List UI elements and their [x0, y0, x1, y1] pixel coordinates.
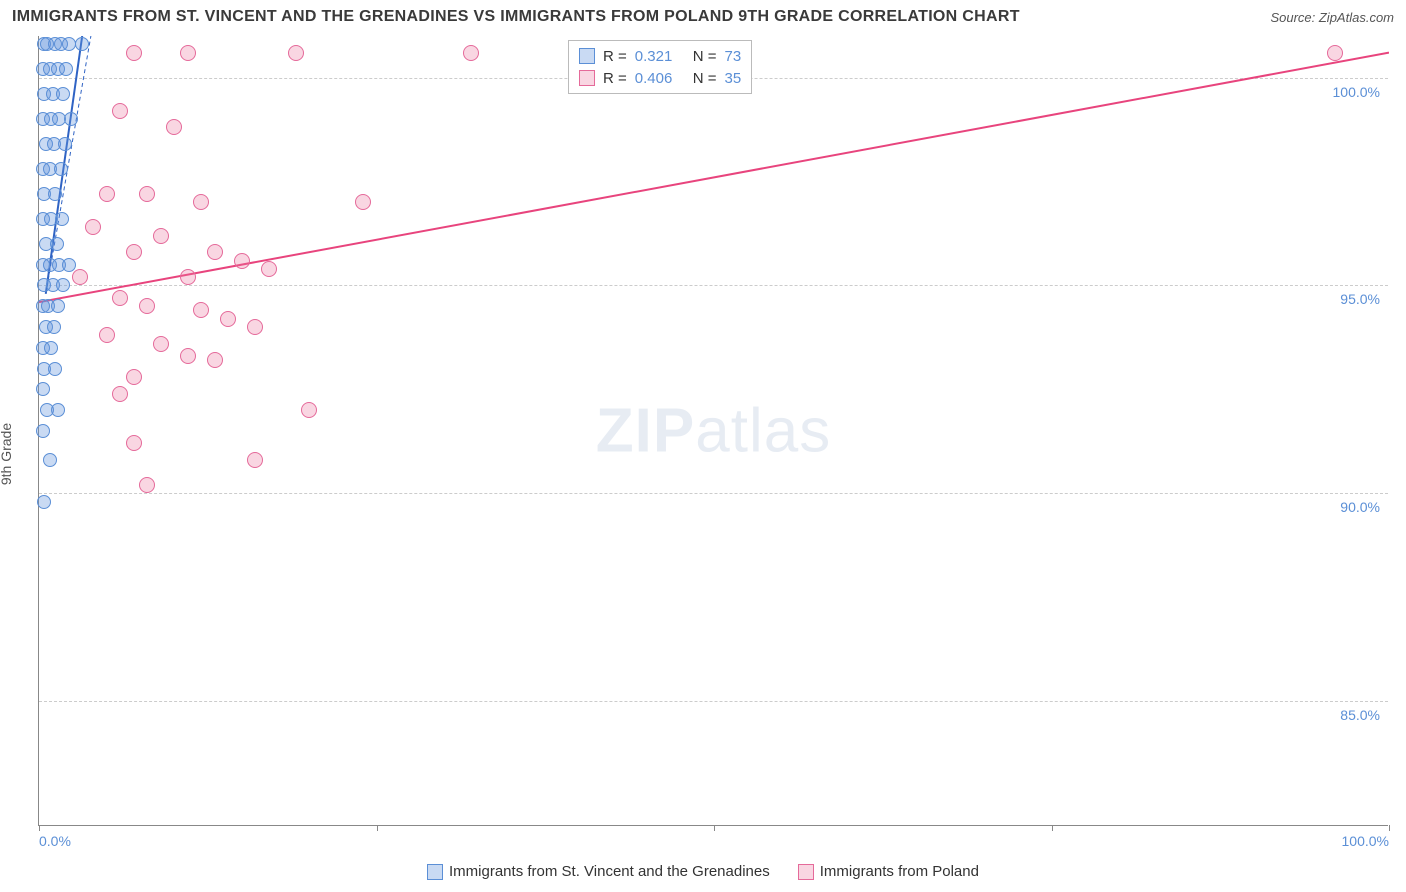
data-point	[48, 362, 62, 376]
data-point	[36, 424, 50, 438]
data-point	[207, 352, 223, 368]
data-point	[44, 341, 58, 355]
data-point	[112, 290, 128, 306]
data-point	[37, 495, 51, 509]
legend-row: R = 0.321 N = 73	[579, 45, 741, 67]
legend-swatch	[579, 70, 595, 86]
y-tick-label: 95.0%	[1340, 291, 1380, 307]
scatter-plot-area: ZIPatlas 85.0%90.0%95.0%100.0%0.0%100.0%	[38, 36, 1388, 826]
data-point	[55, 212, 69, 226]
data-point	[126, 244, 142, 260]
data-point	[50, 237, 64, 251]
data-point	[54, 162, 68, 176]
data-point	[180, 348, 196, 364]
data-point	[62, 258, 76, 272]
data-point	[48, 187, 62, 201]
x-tick-mark	[1389, 825, 1390, 831]
data-point	[59, 62, 73, 76]
data-point	[301, 402, 317, 418]
data-point	[153, 336, 169, 352]
data-point	[1327, 45, 1343, 61]
y-tick-label: 85.0%	[1340, 707, 1380, 723]
x-tick-mark	[714, 825, 715, 831]
data-point	[247, 319, 263, 335]
data-point	[112, 103, 128, 119]
legend-series-name: Immigrants from St. Vincent and the Gren…	[449, 863, 770, 880]
chart-title: IMMIGRANTS FROM ST. VINCENT AND THE GREN…	[12, 8, 1020, 26]
x-tick-mark	[1052, 825, 1053, 831]
data-point	[126, 369, 142, 385]
y-tick-label: 90.0%	[1340, 499, 1380, 515]
data-point	[220, 311, 236, 327]
data-point	[75, 37, 89, 51]
legend-row: R = 0.406 N = 35	[579, 67, 741, 89]
x-tick-label: 100.0%	[1342, 833, 1389, 849]
data-point	[72, 269, 88, 285]
legend-r-label: R =	[603, 48, 627, 65]
source-label: Source: ZipAtlas.com	[1270, 10, 1394, 25]
y-axis-label: 9th Grade	[0, 423, 14, 485]
data-point	[99, 327, 115, 343]
legend-r-value: 0.406	[635, 70, 685, 87]
legend-item: Immigrants from Poland	[798, 863, 979, 880]
gridline-h	[39, 285, 1388, 286]
data-point	[193, 194, 209, 210]
legend-item: Immigrants from St. Vincent and the Gren…	[427, 863, 770, 880]
bottom-legend: Immigrants from St. Vincent and the Gren…	[0, 863, 1406, 880]
watermark: ZIPatlas	[596, 395, 831, 466]
x-tick-mark	[377, 825, 378, 831]
data-point	[166, 119, 182, 135]
legend-n-label: N =	[693, 70, 717, 87]
legend-n-label: N =	[693, 48, 717, 65]
data-point	[56, 87, 70, 101]
data-point	[180, 45, 196, 61]
data-point	[58, 137, 72, 151]
data-point	[126, 45, 142, 61]
data-point	[153, 228, 169, 244]
data-point	[180, 269, 196, 285]
legend-n-value: 35	[725, 70, 742, 87]
legend-n-value: 73	[725, 48, 742, 65]
data-point	[56, 278, 70, 292]
data-point	[355, 194, 371, 210]
data-point	[43, 453, 57, 467]
data-point	[139, 186, 155, 202]
data-point	[247, 452, 263, 468]
data-point	[47, 320, 61, 334]
data-point	[51, 299, 65, 313]
data-point	[85, 219, 101, 235]
data-point	[64, 112, 78, 126]
y-tick-label: 100.0%	[1333, 84, 1380, 100]
data-point	[36, 382, 50, 396]
x-tick-label: 0.0%	[39, 833, 71, 849]
legend-series-name: Immigrants from Poland	[820, 863, 979, 880]
data-point	[62, 37, 76, 51]
x-tick-mark	[39, 825, 40, 831]
correlation-legend: R = 0.321 N = 73 R = 0.406 N = 35	[568, 40, 752, 94]
data-point	[463, 45, 479, 61]
data-point	[261, 261, 277, 277]
data-point	[207, 244, 223, 260]
legend-r-label: R =	[603, 70, 627, 87]
legend-swatch	[579, 48, 595, 64]
legend-swatch	[798, 864, 814, 880]
data-point	[139, 298, 155, 314]
data-point	[193, 302, 209, 318]
data-point	[112, 386, 128, 402]
data-point	[234, 253, 250, 269]
data-point	[51, 403, 65, 417]
gridline-h	[39, 701, 1388, 702]
legend-swatch	[427, 864, 443, 880]
gridline-h	[39, 493, 1388, 494]
data-point	[126, 435, 142, 451]
data-point	[139, 477, 155, 493]
data-point	[99, 186, 115, 202]
trend-lines-layer	[39, 36, 1389, 826]
legend-r-value: 0.321	[635, 48, 685, 65]
data-point	[288, 45, 304, 61]
